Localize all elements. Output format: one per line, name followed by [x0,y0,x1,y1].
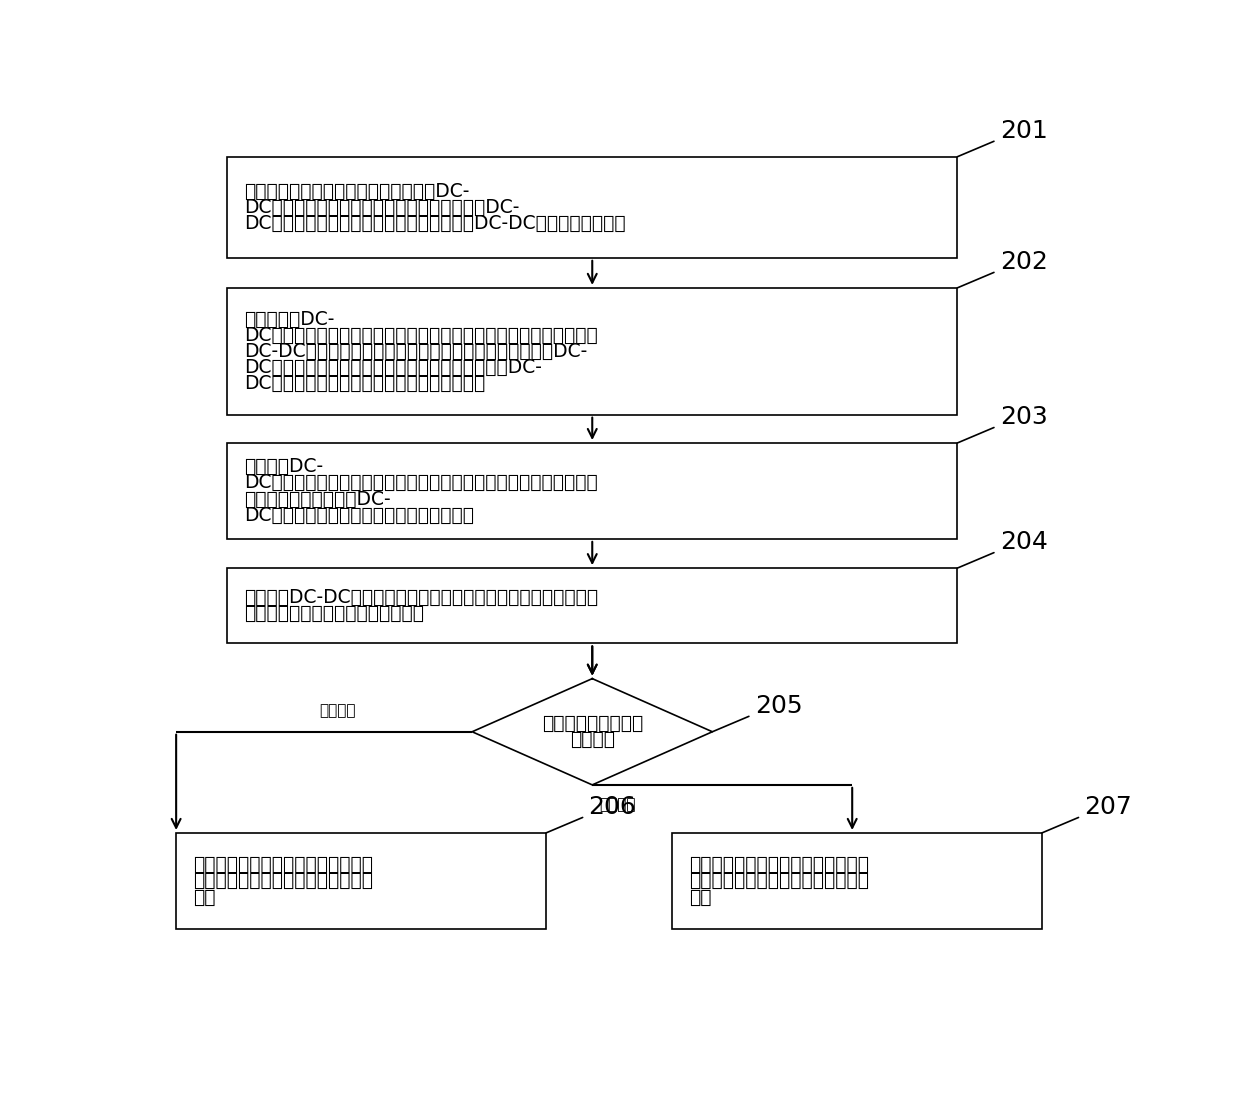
Text: DC变换器的状态方程和输出方程，并根据双向DC-: DC变换器的状态方程和输出方程，并根据双向DC- [244,198,520,217]
Bar [227,157,957,258]
Text: DC变换器占空比至输出电压的传递函数，得到双向DC-: DC变换器占空比至输出电压的传递函数，得到双向DC- [244,358,542,377]
Text: DC-DC变换器占空比至输出电压的传递函数，并根据双向DC-: DC-DC变换器占空比至输出电压的传递函数，并根据双向DC- [244,342,588,361]
Text: DC变换器稳态时的输出反馈电压和电感电流: DC变换器稳态时的输出反馈电压和电感电流 [244,505,475,524]
Text: 信号: 信号 [193,887,216,906]
Text: 信号: 信号 [689,887,712,906]
Text: 205: 205 [755,695,802,718]
Text: 的矢量值: 的矢量值 [569,730,615,749]
Text: 通过对双向DC-: 通过对双向DC- [244,309,335,328]
Bar [227,288,957,415]
Text: 通过滑模控制输出量与预置的三角波: 通过滑模控制输出量与预置的三角波 [689,855,869,874]
Bar [672,833,1042,929]
Text: 进行比较，得到变换器升压调节驱动: 进行比较，得到变换器升压调节驱动 [689,871,869,890]
Text: 204: 204 [999,531,1048,554]
Text: 207: 207 [1084,795,1132,819]
Text: 判断滑模控制输出量: 判断滑模控制输出量 [542,715,642,733]
Text: 通过滑模控制输出量与预置的三角波: 通过滑模控制输出量与预置的三角波 [193,855,373,874]
Text: 根据双向DC-: 根据双向DC- [244,457,324,476]
Text: DC变换器的状态方程和输出方程，建立双向DC-DC变换器小信号模型: DC变换器的状态方程和输出方程，建立双向DC-DC变换器小信号模型 [244,214,626,233]
Text: 根据状态空间平均建模方式，建立双向DC-: 根据状态空间平均建模方式，建立双向DC- [244,181,470,200]
Text: 203: 203 [999,405,1048,430]
Text: DC变换器当前工作状态下的静态状态平均方程和静态输出方程，得到: DC变换器当前工作状态下的静态状态平均方程和静态输出方程，得到 [244,473,598,492]
Text: 206: 206 [589,795,636,819]
Text: 输出为正: 输出为正 [320,703,356,718]
Polygon shape [472,679,713,785]
Text: 通过滑模控制，得到滑模控制输出量: 通过滑模控制，得到滑模控制输出量 [244,604,424,623]
Text: DC变换器的静态状态平均方程和静态输出方程: DC变换器的静态状态平均方程和静态输出方程 [244,374,486,393]
Bar [227,568,957,643]
Text: 202: 202 [999,250,1048,274]
Text: 进行比较，得到变换器降压调节驱动: 进行比较，得到变换器降压调节驱动 [193,871,373,890]
Bar [176,833,546,929]
Text: 201: 201 [999,119,1048,142]
Bar [227,443,957,539]
Text: 当前工作状态下的双向DC-: 当前工作状态下的双向DC- [244,490,391,509]
Text: 输出为负: 输出为负 [599,797,635,811]
Text: DC变换器小信号模型进行拉普拉斯变换，得到当前工作状态下的双向: DC变换器小信号模型进行拉普拉斯变换，得到当前工作状态下的双向 [244,326,598,345]
Text: 根据双向DC-DC变换器的输出反馈电压与预置的参考电压的差值，: 根据双向DC-DC变换器的输出反馈电压与预置的参考电压的差值， [244,588,599,608]
